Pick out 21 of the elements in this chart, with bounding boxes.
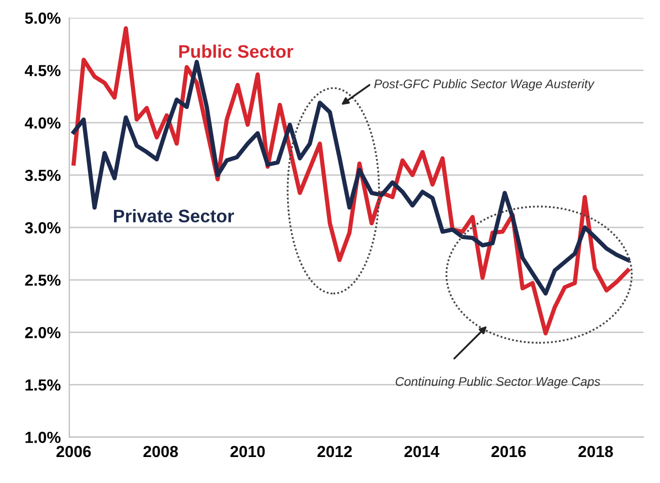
x-tick-label: 2018: [578, 446, 613, 458]
annotation: Continuing Public Sector Wage Caps: [396, 376, 600, 388]
y-tick-label: 4.0%: [24, 117, 61, 129]
series-label: Private Sector: [114, 209, 234, 222]
x-tick-label: 2016: [491, 446, 526, 458]
y-tick-label: 2.5%: [25, 274, 61, 286]
y-tick-label: 3.5%: [24, 170, 61, 182]
line-series: [72, 60, 630, 296]
y-tick-label: 3.0%: [24, 222, 61, 234]
x-tick-label: 2010: [230, 446, 265, 458]
y-tick-label: 1.5%: [26, 379, 61, 391]
y-tick-label: 4.5%: [24, 64, 61, 76]
x-tick-label: 2008: [143, 446, 178, 458]
y-tick-label: 5.0%: [25, 12, 61, 24]
annotation: Post-GFC Public Sector Wage Austerity: [374, 79, 595, 91]
x-tick-label: 2014: [404, 446, 440, 458]
y-tick-label: 2.0%: [25, 326, 61, 338]
series-label: Public Sector: [179, 44, 294, 58]
x-tick-label: 2006: [56, 446, 91, 458]
x-tick-label: 2012: [317, 446, 352, 458]
y-tick-label: 1.0%: [26, 432, 61, 444]
